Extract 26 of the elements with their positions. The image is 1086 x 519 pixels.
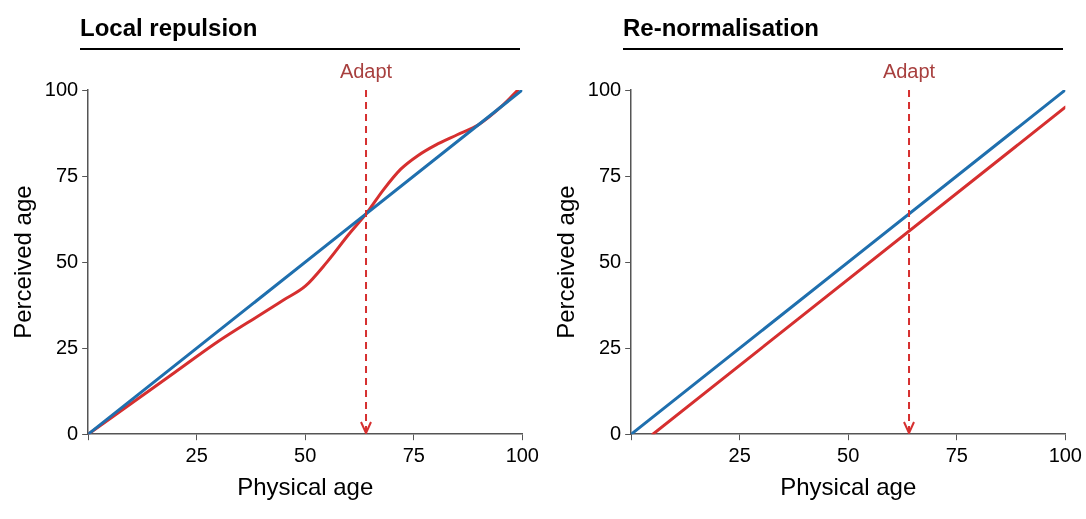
x-tick-label: 75 bbox=[945, 443, 968, 466]
chart-title: Local repulsion bbox=[80, 8, 520, 50]
y-tick-label: 0 bbox=[67, 421, 79, 444]
y-tick-label: 75 bbox=[598, 163, 622, 186]
x-tick-label: 50 bbox=[294, 443, 317, 466]
y-axis-title: Perceived age bbox=[552, 185, 580, 339]
chart-title: Re-normalisation bbox=[623, 8, 1063, 50]
ref-line-label: Adapt bbox=[339, 59, 393, 82]
y-tick-label: 50 bbox=[598, 249, 622, 272]
ref-line-label: Adapt bbox=[882, 59, 936, 82]
x-tick-label: 25 bbox=[728, 443, 751, 466]
x-axis-title: Physical age bbox=[237, 473, 374, 501]
x-tick-label: 25 bbox=[185, 443, 208, 466]
y-tick-label: 100 bbox=[587, 77, 622, 100]
y-tick-label: 0 bbox=[610, 421, 622, 444]
y-tick-label: 25 bbox=[598, 335, 622, 358]
y-axis-title: Perceived age bbox=[9, 185, 37, 339]
x-axis-title: Physical age bbox=[780, 473, 917, 501]
x-tick-label: 100 bbox=[505, 443, 539, 466]
x-tick-label: 100 bbox=[1048, 443, 1082, 466]
y-tick-label: 100 bbox=[44, 77, 79, 100]
y-tick-label: 75 bbox=[55, 163, 79, 186]
x-tick-label: 50 bbox=[837, 443, 860, 466]
x-tick-label: 75 bbox=[402, 443, 425, 466]
y-tick-label: 50 bbox=[55, 249, 79, 272]
y-tick-label: 25 bbox=[55, 335, 79, 358]
